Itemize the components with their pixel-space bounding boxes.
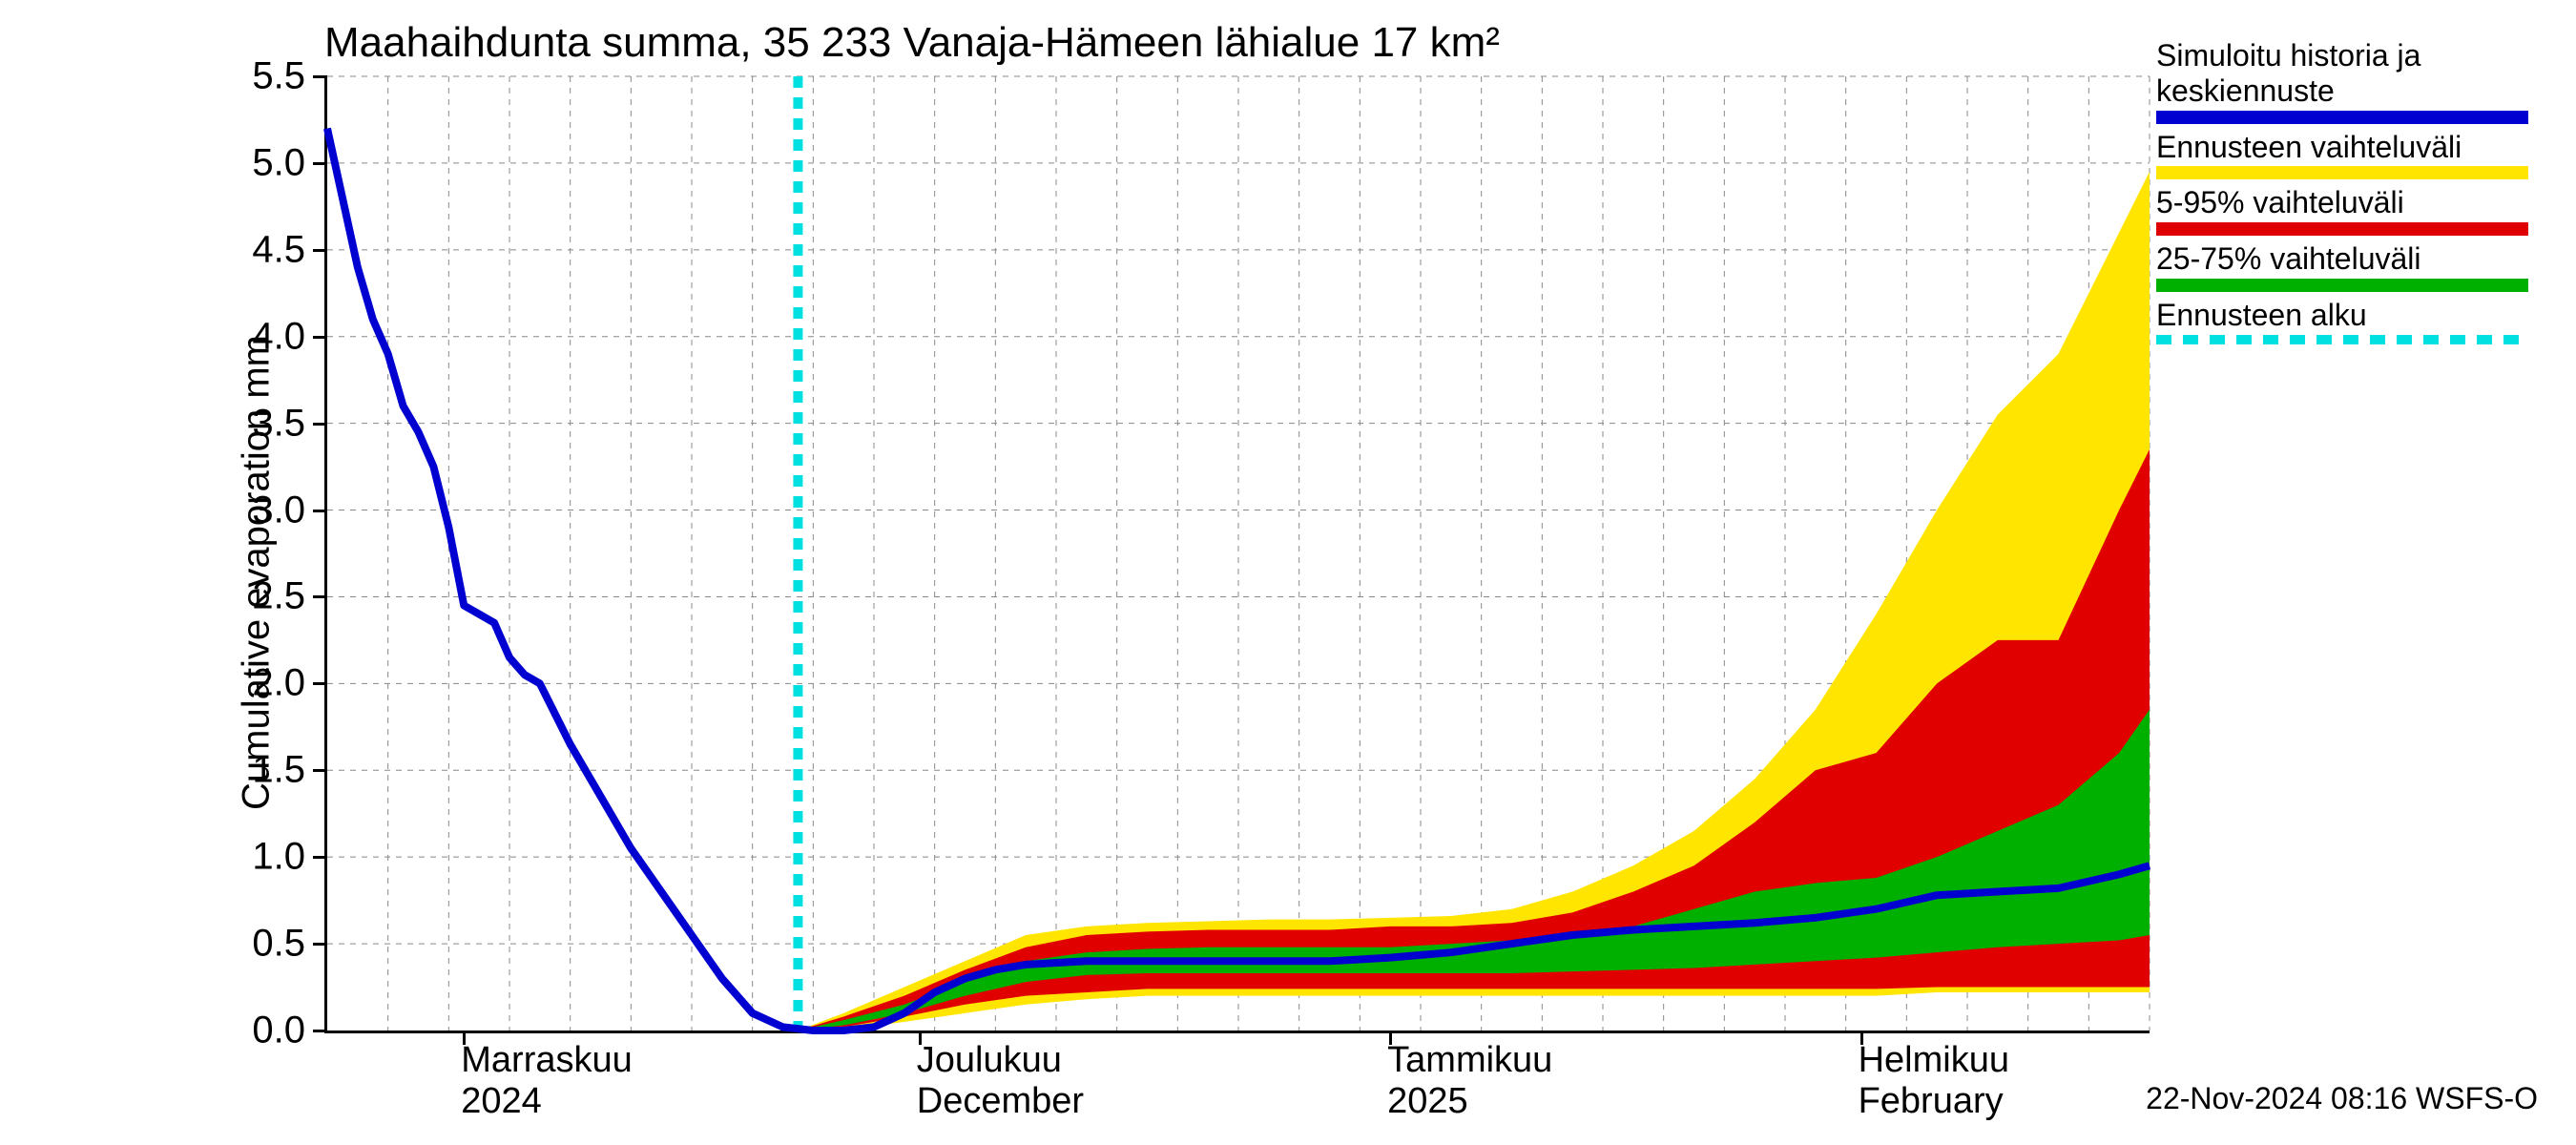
legend-swatch xyxy=(2156,335,2528,344)
legend-label: Simuloitu historia ja keskiennuste xyxy=(2156,38,2538,109)
y-tick-label: 4.0 xyxy=(229,315,305,358)
chart-title: Maahaihdunta summa, 35 233 Vanaja-Hämeen… xyxy=(324,19,1500,67)
x-tick-label: JoulukuuDecember xyxy=(917,1040,1084,1122)
legend-swatch xyxy=(2156,166,2528,179)
footer-timestamp: 22-Nov-2024 08:16 WSFS-O xyxy=(2146,1081,2538,1116)
legend-swatch xyxy=(2156,222,2528,236)
y-tick-label: 2.0 xyxy=(229,662,305,705)
x-tick-label: Marraskuu2024 xyxy=(461,1040,633,1122)
chart-container: Maahaihdunta summa, 35 233 Vanaja-Hämeen… xyxy=(0,0,2576,1145)
x-tick-label: Tammikuu2025 xyxy=(1387,1040,1552,1122)
y-tick-label: 1.0 xyxy=(229,836,305,879)
legend-item: 25-75% vaihteluväli xyxy=(2156,241,2538,292)
plot-area xyxy=(324,76,2150,1033)
legend-label: Ennusteen vaihteluväli xyxy=(2156,130,2538,165)
legend-item: 5-95% vaihteluväli xyxy=(2156,185,2538,236)
y-tick-label: 1.5 xyxy=(229,749,305,792)
legend-swatch xyxy=(2156,279,2528,292)
legend-item: Ennusteen alku xyxy=(2156,298,2538,344)
y-tick-label: 3.5 xyxy=(229,402,305,445)
legend-item: Ennusteen vaihteluväli xyxy=(2156,130,2538,180)
legend: Simuloitu historia ja keskiennuste Ennust… xyxy=(2156,38,2538,350)
x-tick-label: HelmikuuFebruary xyxy=(1859,1040,2009,1122)
legend-swatch xyxy=(2156,111,2528,124)
bands-group xyxy=(798,172,2150,1030)
y-tick-label: 4.5 xyxy=(229,228,305,271)
y-tick-label: 2.5 xyxy=(229,575,305,618)
legend-label: 25-75% vaihteluväli xyxy=(2156,241,2538,277)
plot-svg xyxy=(327,76,2150,1030)
y-tick-label: 5.5 xyxy=(229,55,305,98)
y-tick-label: 3.0 xyxy=(229,489,305,531)
legend-label: 5-95% vaihteluväli xyxy=(2156,185,2538,220)
y-tick-label: 5.0 xyxy=(229,141,305,184)
legend-item: Simuloitu historia ja keskiennuste xyxy=(2156,38,2538,124)
y-tick-label: 0.0 xyxy=(229,1010,305,1052)
y-tick-label: 0.5 xyxy=(229,923,305,966)
legend-label: Ennusteen alku xyxy=(2156,298,2538,333)
